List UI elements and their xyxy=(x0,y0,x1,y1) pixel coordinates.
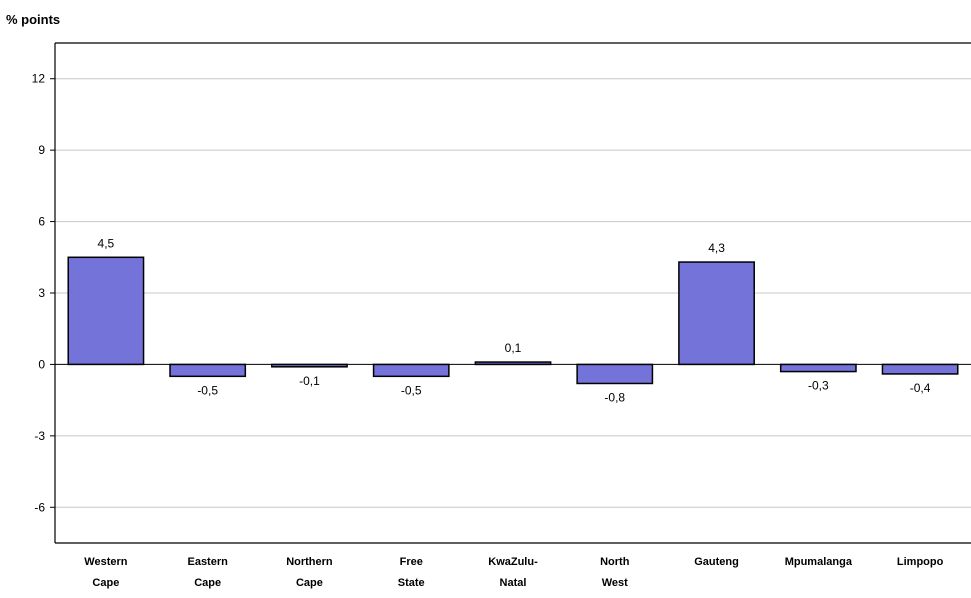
bars xyxy=(67,256,959,385)
category-label: North West xyxy=(600,556,630,589)
y-tick-label: 12 xyxy=(32,72,46,86)
data-label: 4,5 xyxy=(98,236,115,250)
axes xyxy=(50,42,971,544)
bar xyxy=(678,261,755,366)
y-tick-label: 6 xyxy=(38,215,45,229)
bar xyxy=(169,363,247,378)
category-label: Northern Cape xyxy=(286,556,333,589)
y-tick-label: 9 xyxy=(38,143,45,157)
data-label: -0,1 xyxy=(299,374,320,388)
category-label: Free State xyxy=(398,556,425,589)
data-label: -0,5 xyxy=(197,383,218,397)
y-unit-label: % points xyxy=(6,12,60,27)
data-label: -0,8 xyxy=(604,390,625,404)
y-tick-label: -6 xyxy=(34,500,45,514)
data-label: -0,4 xyxy=(910,381,931,395)
y-tick-label: 3 xyxy=(38,286,45,300)
labels: 12 9 6 3 0 -3 -6 4,5 Western Cape -0,5 Eastern Cape -… xyxy=(32,72,944,589)
bar xyxy=(779,363,857,373)
y-tick-label: 0 xyxy=(38,357,45,371)
bar xyxy=(372,363,450,378)
bar xyxy=(576,363,654,385)
category-label: Mpumalanga xyxy=(785,556,853,568)
category-label: Eastern Cape xyxy=(187,556,228,589)
bar xyxy=(67,256,145,366)
bar xyxy=(881,363,959,375)
data-label: -0,3 xyxy=(808,379,829,393)
category-label: Gauteng xyxy=(694,556,739,568)
data-label: 0,1 xyxy=(505,341,522,355)
category-label: KwaZulu-Natal xyxy=(488,556,538,589)
data-label: -0,5 xyxy=(401,383,422,397)
data-label: 4,3 xyxy=(708,241,725,255)
gridlines xyxy=(55,78,971,508)
category-label: Limpopo xyxy=(897,556,944,568)
y-tick-label: -3 xyxy=(34,429,45,443)
category-label: Western Cape xyxy=(84,556,127,589)
